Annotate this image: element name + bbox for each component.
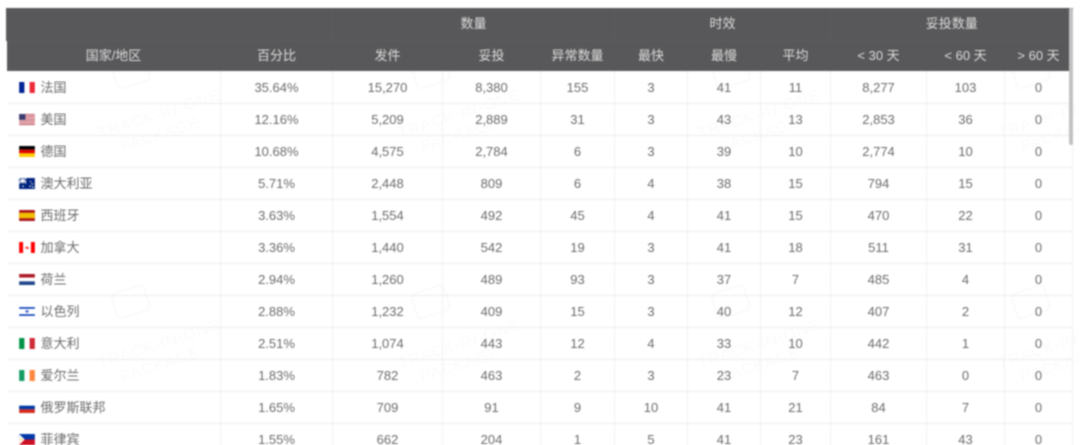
svg-text:❧: ❧ [24, 245, 29, 252]
